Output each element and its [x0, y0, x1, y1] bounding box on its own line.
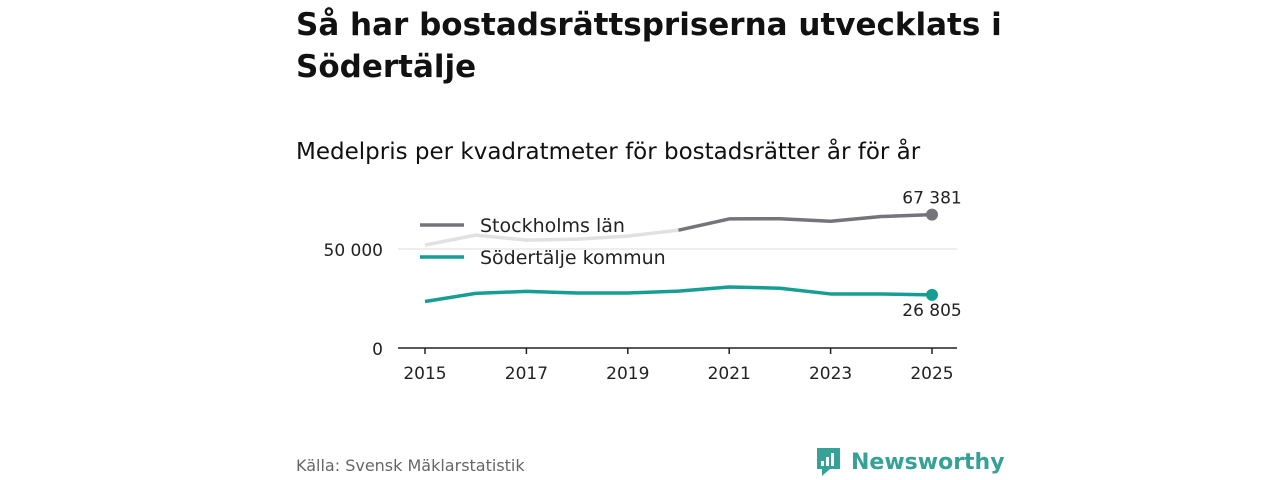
series-line-stockholm-faded	[424, 228, 679, 247]
end-marker-stockholm	[926, 208, 938, 221]
source-note: Källa: Svensk Mäklarstatistik	[296, 456, 525, 475]
end-label-sodertalje: 26 805	[902, 301, 961, 321]
y-tick-label: 50 000	[324, 241, 383, 261]
series-line-sodertalje	[424, 285, 933, 304]
series-line-stockholm	[678, 212, 933, 232]
newsworthy-logo-icon	[817, 448, 840, 476]
x-tick-label: 2017	[505, 364, 548, 384]
brand-name: Newsworthy	[851, 449, 1005, 475]
y-tick-label: 0	[372, 340, 383, 360]
x-tick-label: 2021	[708, 364, 751, 384]
x-tick-label: 2019	[606, 364, 649, 384]
legend-label-sodertalje: Södertälje kommun	[480, 247, 666, 269]
end-label-stockholm: 67 381	[902, 189, 961, 209]
line-chart: 0 50 000 2015 2017 2019 2021 2023 2025 67 381 26 …	[324, 189, 962, 384]
legend-label-stockholm: Stockholms län	[480, 215, 625, 237]
x-tick-label: 2015	[403, 364, 446, 384]
x-tick-label: 2023	[809, 364, 852, 384]
end-marker-sodertalje	[926, 288, 938, 301]
brand-logo: Newsworthy	[815, 447, 1005, 477]
x-tick-label: 2025	[910, 364, 953, 384]
page-title: Så har bostadsrättspriserna utvecklats i…	[296, 7, 1002, 85]
chart-subtitle: Medelpris per kvadratmeter för bostadsrä…	[296, 139, 921, 165]
